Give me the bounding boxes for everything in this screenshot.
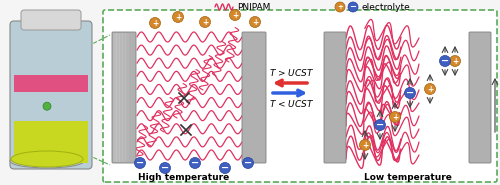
Circle shape [374,120,386,130]
FancyBboxPatch shape [103,10,497,182]
Text: +: + [232,11,238,19]
FancyBboxPatch shape [242,32,266,163]
Ellipse shape [10,154,84,168]
FancyBboxPatch shape [469,32,491,163]
Text: PNIPAM: PNIPAM [237,3,270,11]
Text: +: + [452,56,458,65]
Text: +: + [152,18,158,28]
Circle shape [250,16,260,28]
FancyBboxPatch shape [113,33,117,162]
Circle shape [348,2,358,12]
Text: −: − [136,158,144,168]
Circle shape [172,11,184,23]
Text: $T$ < UCST: $T$ < UCST [270,97,314,108]
FancyBboxPatch shape [14,121,88,163]
Text: −: − [441,56,449,66]
Text: +: + [392,112,398,122]
Text: $T$ > UCST: $T$ > UCST [270,66,314,78]
Text: +: + [427,85,433,93]
Circle shape [230,9,240,21]
Circle shape [190,157,200,169]
Circle shape [220,162,230,174]
FancyBboxPatch shape [112,32,136,163]
Text: electrolyte: electrolyte [361,3,410,11]
Text: High temperature: High temperature [138,172,230,181]
Circle shape [404,88,415,98]
FancyBboxPatch shape [122,33,126,162]
FancyBboxPatch shape [10,21,92,169]
Circle shape [424,83,436,95]
FancyBboxPatch shape [14,75,88,92]
FancyBboxPatch shape [324,32,346,163]
Circle shape [360,139,370,151]
Ellipse shape [11,151,83,167]
Circle shape [134,157,145,169]
FancyBboxPatch shape [125,33,129,162]
Text: +: + [202,18,208,26]
Text: −: − [244,158,252,168]
Circle shape [43,102,51,110]
FancyBboxPatch shape [21,10,81,30]
Text: −: − [406,88,414,98]
FancyBboxPatch shape [119,33,123,162]
Circle shape [160,162,170,174]
Circle shape [335,2,345,12]
Circle shape [450,56,460,66]
Circle shape [242,157,254,169]
Text: +: + [337,4,343,10]
Text: +: + [362,140,368,149]
Circle shape [390,112,400,122]
FancyBboxPatch shape [116,33,120,162]
Text: −: − [376,120,384,130]
Text: −: − [191,158,199,168]
Text: −: − [350,3,356,11]
Text: −: − [221,163,229,173]
Circle shape [150,18,160,28]
Text: −: − [161,163,169,173]
Circle shape [440,56,450,66]
Text: +: + [252,18,258,26]
Text: Low temperature: Low temperature [364,172,452,181]
Circle shape [200,16,210,28]
Text: +: + [175,13,181,21]
